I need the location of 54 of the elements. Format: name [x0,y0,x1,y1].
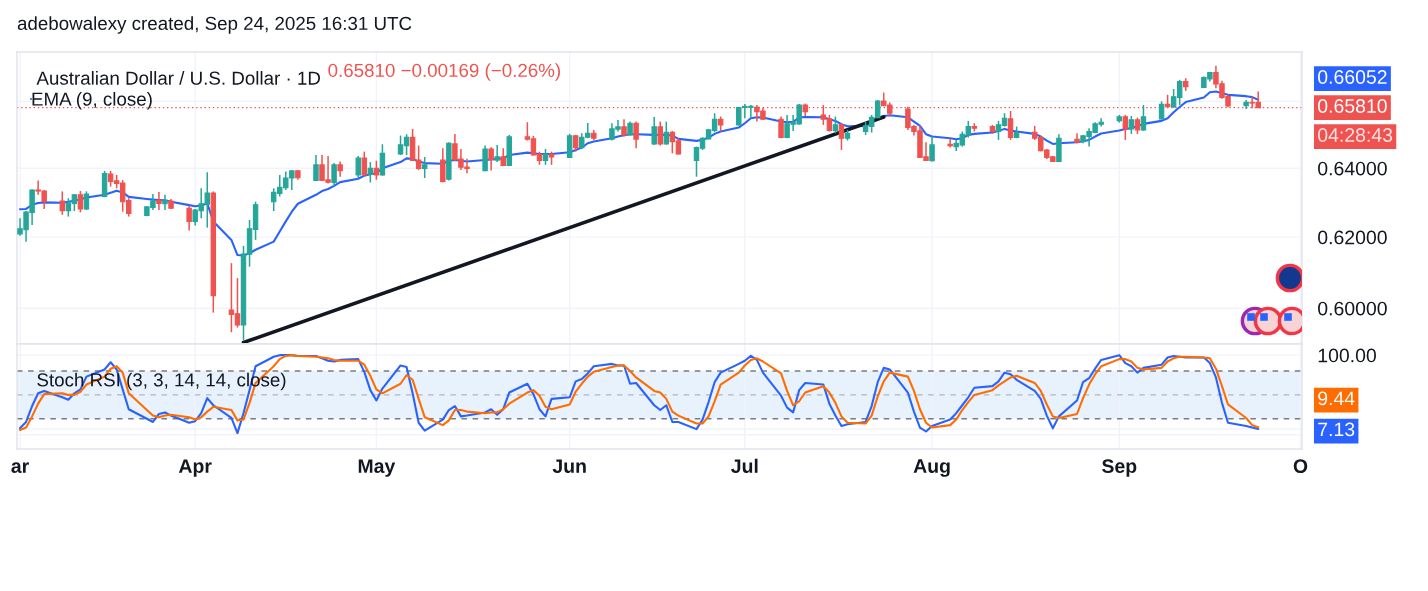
text: 9.44 [1318,391,1355,406]
candlestick [566,133,573,159]
candlestick [1158,100,1165,121]
candlestick [1140,104,1147,132]
x-tick-label: Apr [178,459,212,477]
ref-line-label: 0.65810 [1318,99,1387,113]
candlestick [162,194,168,211]
candlestick [59,190,66,216]
y-tick-label: 0.64000 [1318,161,1387,176]
candlestick [313,154,319,182]
candlestick [101,170,108,198]
candlestick [440,147,446,184]
candlestick [488,146,494,172]
candlestick [651,116,657,146]
legend-label: EMA (9, close) [32,92,152,110]
candlestick [494,144,500,163]
candlestick [663,120,670,146]
candlestick [1056,133,1062,163]
candlestick [1007,110,1014,141]
candlestick [373,159,380,181]
candlestick [947,137,953,149]
candlestick [156,191,162,211]
text: Australian Dollar / U.S. Dollar · 1D [36,71,321,85]
annotation: 0.65810 −0.00169 (−0.26%) [328,63,560,81]
x-tick-label: Jul [731,458,758,473]
x-tick-label: Jun [552,459,586,473]
candlestick [482,144,488,173]
candlestick [367,161,374,184]
x-tick-label: Aug [913,459,950,477]
candlestick [633,120,639,150]
candlestick [421,156,428,179]
y-tick-label: 100.00 [1318,348,1376,363]
y-tick-label: 7.13 [1318,422,1355,437]
candlestick [331,162,337,187]
y-tick-label: 0.62000 [1318,230,1387,245]
candlestick [83,190,90,211]
x-tick-label: Sep [1102,459,1137,477]
candlestick [186,204,192,232]
text: 04:28:43 [1318,128,1393,142]
candlestick [838,122,845,151]
x-tick-label: May [358,459,396,477]
x-tick-label: O [1293,459,1308,473]
line-series [18,90,1260,257]
candlestick [929,135,935,163]
candlestick [657,120,663,147]
y-tick-label: 0.60000 [1318,301,1387,316]
candlestick [1122,114,1129,141]
candlestick [77,190,84,214]
candlestick [355,155,361,180]
text: 0.66052 [1318,70,1387,84]
x-tick-label: ar [11,462,29,473]
text: adebowalexy created, Sep 24, 2025 16:31 UTC [17,16,412,34]
candlestick [379,143,386,177]
candlestick [361,150,368,177]
